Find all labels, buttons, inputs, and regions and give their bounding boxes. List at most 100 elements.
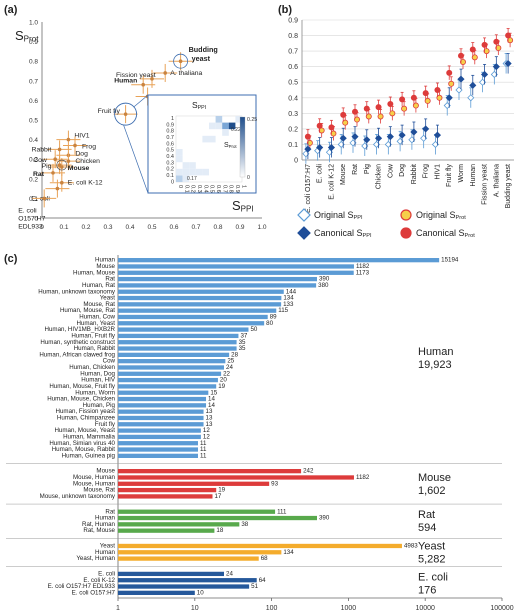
bar [118, 359, 226, 364]
bar [118, 276, 317, 282]
legend-label: Canonical SProt [416, 228, 475, 239]
point-label: E. coli [18, 207, 37, 214]
heat-cell [215, 116, 223, 123]
inset-y-tick: 0.2 [166, 167, 174, 173]
inset-y-tick: 0.4 [166, 154, 174, 160]
bar [118, 327, 249, 332]
bar [118, 403, 207, 408]
legend-label-main: Canonical S [314, 228, 363, 238]
scatter-point [150, 77, 154, 81]
point-label: Rabbit [32, 146, 52, 153]
bar-value: 80 [266, 320, 273, 327]
legend-label-main: Original S [314, 210, 354, 220]
scatter-point [57, 147, 62, 152]
bar-category: Yeast, Human [76, 555, 115, 562]
bar-value: 134 [283, 549, 294, 556]
panel-a-x-label-main: S [232, 198, 241, 213]
bar-category: Human, Mouse, Chicken [47, 396, 115, 403]
bar-category: Mouse, Rat [83, 301, 115, 308]
bar [118, 333, 239, 339]
bar [118, 302, 282, 307]
data-point [330, 130, 337, 137]
panel-a-x-tick: 0.6 [169, 224, 178, 231]
bar [118, 528, 215, 533]
bar-category: Human, HIV [81, 377, 116, 384]
inset-x-tick: 0.4 [202, 185, 208, 193]
bar-value: 28 [231, 351, 238, 358]
colorbar-min: 0 [247, 175, 250, 181]
bar-value: 24 [226, 364, 233, 371]
bar-value: 15194 [441, 257, 459, 264]
heat-cell [176, 175, 183, 182]
data-point [410, 94, 417, 101]
data-point [399, 96, 406, 103]
heat-cell [182, 162, 190, 169]
bar-category: Mouse, Rat [83, 487, 115, 494]
bar-category: Human [95, 549, 116, 556]
bar [118, 321, 265, 326]
panel-c-label: (c) [4, 253, 18, 265]
data-point [374, 134, 383, 142]
panel-b-y-tick: 0.5 [288, 80, 298, 87]
bar-value: 35 [239, 339, 246, 346]
inset-x-tick: 0.3 [196, 185, 202, 193]
bar [118, 352, 230, 357]
scatter-point [57, 163, 62, 167]
panel-a-y-tick: 0.1 [29, 196, 38, 203]
bar-value: 18 [216, 527, 223, 534]
bar-category: E. coli O157:H7 EDL933 [48, 583, 116, 590]
panel-b-category: Worm [458, 164, 465, 183]
heat-cell [202, 135, 209, 143]
bar [118, 396, 207, 402]
scatter-point [73, 143, 77, 148]
panel-b-category: E. coli K-12 [328, 164, 335, 200]
bar [118, 475, 354, 480]
panel-b-category: E. coli O157:H7 [305, 164, 312, 213]
bar [118, 308, 277, 313]
bar [118, 522, 240, 527]
bar-category: Human, African clawed frog [39, 351, 115, 358]
data-point [448, 80, 455, 87]
bar-value: 24 [226, 570, 233, 577]
panel-a-y-label-sub: Prot [24, 35, 40, 44]
inset-y-tick: 0.8 [166, 129, 174, 135]
panel-b-y-tick: 0 [294, 158, 298, 165]
bar [118, 584, 250, 589]
highlight-circle [114, 102, 138, 126]
bar-value: 144 [286, 288, 297, 295]
data-point [422, 125, 430, 133]
panel-a: (a)0 0.1 0.2 0.3 0.4 0.5 0.6 0.7 0.8 0.9 1.000.10.… [4, 4, 267, 231]
bar-value: 14 [208, 396, 215, 403]
panel-b-y-tick: 0.8 [288, 33, 298, 40]
legend-label-sub: Prot [465, 233, 476, 239]
panel-b-y-tick: 0.4 [288, 95, 298, 102]
bar [118, 571, 225, 577]
inset-x-tick: 0.8 [228, 185, 234, 193]
point-label: yeast [192, 54, 211, 63]
data-point [304, 133, 311, 140]
data-point [445, 94, 453, 102]
bar-value: 133 [283, 301, 294, 308]
bar-value: 14 [208, 402, 215, 409]
heat-cell [215, 122, 223, 130]
legend-label-sub: Prot [456, 215, 467, 221]
panel-b-category: Fruit fly [446, 164, 453, 187]
panel-c-x-tick: 1 [116, 605, 120, 612]
bar-value: 20 [220, 377, 227, 384]
bar-category: Human, HIV1MB_HXB2R [45, 326, 116, 333]
bar-category: Mouse, Human [73, 480, 116, 487]
bar-category: Human, synthetic construct [40, 339, 115, 346]
bar-value: 35 [239, 345, 246, 352]
panel-b-category: Human [470, 164, 477, 187]
bar-value: 13 [206, 408, 213, 415]
group-total: 176 [418, 584, 436, 596]
panel-c-x-tick: 10000 [415, 605, 435, 612]
panel-b-category: Frog [423, 164, 430, 179]
data-point [446, 69, 453, 76]
scatter-point [42, 196, 46, 201]
data-point [495, 45, 502, 52]
bar [118, 469, 302, 474]
bar-category: Yeast [100, 543, 116, 550]
inset-title-main: S [192, 100, 198, 110]
